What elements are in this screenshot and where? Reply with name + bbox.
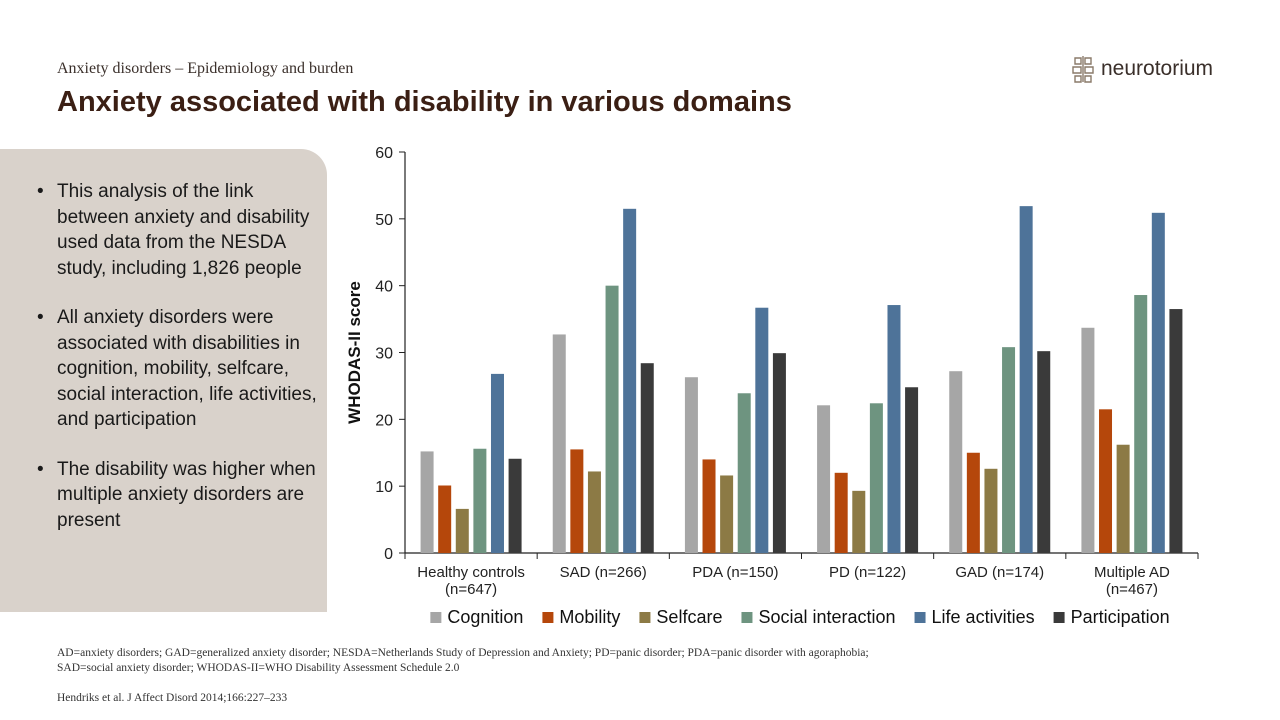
bar-participation <box>508 458 522 553</box>
bar-social-interaction <box>1002 347 1016 553</box>
y-axis-label: WHODAS-II score <box>345 281 364 424</box>
x-tick-label: (n=467) <box>1106 581 1158 598</box>
y-tick-label: 20 <box>375 412 393 429</box>
bar-social-interaction <box>605 285 619 553</box>
bar-mobility <box>1099 409 1113 553</box>
bar-participation <box>640 363 654 553</box>
bar-life-activities <box>1151 212 1165 553</box>
bar-social-interaction <box>473 448 487 553</box>
y-tick-label: 40 <box>375 279 393 296</box>
x-tick-label: Multiple AD <box>1094 564 1170 581</box>
x-tick-label: Healthy controls <box>417 564 525 581</box>
legend-label: Participation <box>1071 607 1170 627</box>
bar-participation <box>1169 309 1183 553</box>
y-tick-label: 0 <box>384 546 393 563</box>
bar-life-activities <box>490 373 504 553</box>
bullet-item: The disability was higher when multiple … <box>37 457 317 534</box>
legend-swatch <box>430 612 442 623</box>
bar-cognition <box>817 405 831 553</box>
bar-life-activities <box>623 208 637 553</box>
bar-life-activities <box>755 307 769 553</box>
legend-swatch <box>542 612 554 623</box>
y-tick-label: 10 <box>375 479 393 496</box>
bar-mobility <box>702 459 716 553</box>
x-tick-label: SAD (n=266) <box>560 564 647 581</box>
bar-social-interaction <box>1134 295 1148 553</box>
bar-cognition <box>420 451 434 553</box>
legend-label: Cognition <box>447 607 523 627</box>
legend-label: Selfcare <box>656 607 722 627</box>
bar-social-interaction <box>869 403 883 553</box>
bar-mobility <box>570 449 584 553</box>
legend-label: Mobility <box>559 607 620 627</box>
bar-life-activities <box>1019 206 1033 553</box>
bar-selfcare <box>587 471 601 553</box>
slide-title: Anxiety associated with disability in va… <box>57 86 792 118</box>
bar-selfcare <box>852 490 866 553</box>
bar-chart: 0 10 20 30 40 50 60 WHODAS-II score Healthy cont… <box>345 145 1199 627</box>
legend-swatch <box>639 612 651 623</box>
bar-cognition <box>949 371 963 553</box>
bar-participation <box>1037 351 1051 553</box>
footnote-line: SAD=social anxiety disorder; WHODAS-II=W… <box>57 662 460 674</box>
legend-swatch <box>914 612 926 623</box>
y-tick-label: 30 <box>375 346 393 363</box>
x-tick-label: GAD (n=174) <box>955 564 1044 581</box>
bar-mobility <box>966 452 980 553</box>
bar-cognition <box>684 377 698 553</box>
y-tick-label: 50 <box>375 212 393 229</box>
citation: Hendriks et al. J Affect Disord 2014;166… <box>57 692 288 704</box>
bar-life-activities <box>887 305 901 553</box>
legend-swatch <box>1053 612 1065 623</box>
bar-selfcare <box>455 508 469 553</box>
footnote-line: AD=anxiety disorders; GAD=generalized an… <box>57 647 869 659</box>
x-tick-label: (n=647) <box>445 581 497 598</box>
bar-participation <box>905 387 919 553</box>
bar-selfcare <box>984 468 998 553</box>
logo: neurotorium <box>1071 54 1213 84</box>
bar-social-interaction <box>737 393 751 553</box>
bullet-list: This analysis of the link between anxiet… <box>37 179 317 557</box>
bar-mobility <box>438 485 452 553</box>
x-tick-label: PD (n=122) <box>829 564 906 581</box>
bar-cognition <box>552 334 566 553</box>
bar-mobility <box>834 472 848 553</box>
bar-participation <box>772 353 786 553</box>
section-subtitle: Anxiety disorders – Epidemiology and bur… <box>57 60 354 77</box>
bar-selfcare <box>720 475 734 553</box>
legend-label: Life activities <box>932 607 1035 627</box>
x-tick-label: PDA (n=150) <box>692 564 778 581</box>
legend-label: Social interaction <box>758 607 895 627</box>
logo-text: neurotorium <box>1101 57 1214 80</box>
bullet-item: This analysis of the link between anxiet… <box>37 179 317 281</box>
bar-cognition <box>1081 327 1095 553</box>
bar-selfcare <box>1116 444 1130 553</box>
bullet-item: All anxiety disorders were associated wi… <box>37 305 317 433</box>
legend-swatch <box>741 612 753 623</box>
brain-logo-icon <box>1072 56 1094 83</box>
y-tick-label: 60 <box>375 145 393 162</box>
footnote: AD=anxiety disorders; GAD=generalized an… <box>57 646 1057 676</box>
